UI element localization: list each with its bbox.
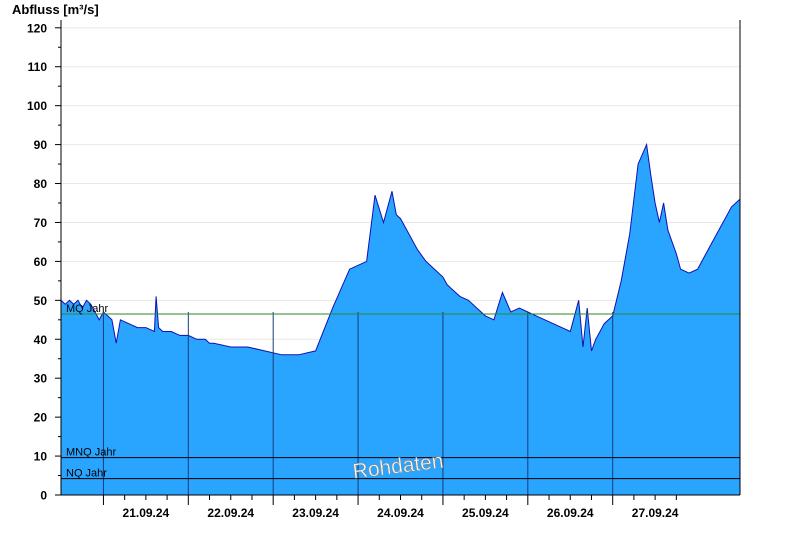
reference-line-label: NQ Jahr (66, 468, 107, 480)
y-tick-label: 50 (34, 294, 48, 308)
y-tick-label: 10 (34, 450, 48, 464)
y-tick-labels: 0 10 20 30 40 50 60 70 80 90 100 110 120 (27, 21, 47, 502)
x-tick-label: 27.09.24 (632, 506, 679, 520)
discharge-line (60, 142, 741, 356)
y-tick-label: 20 (34, 411, 48, 425)
x-tick-label: 23.09.24 (292, 506, 339, 520)
y-tick-label: 80 (34, 177, 48, 191)
y-tick-label: 100 (27, 99, 47, 113)
x-tick-label: 26.09.24 (547, 506, 594, 520)
y-tick-label: 40 (34, 333, 48, 347)
axes (55, 20, 741, 505)
y-tick-label: 110 (28, 60, 48, 74)
x-tick-label: 22.09.24 (207, 506, 254, 520)
x-tick-label: 21.09.24 (123, 506, 170, 520)
discharge-area (61, 144, 740, 495)
x-tick-labels: 21.09.24 22.09.24 23.09.24 24.09.24 25.09.24… (123, 506, 679, 520)
reference-line-label: MNQ Jahr (66, 447, 116, 459)
y-tick-label: 30 (34, 372, 48, 386)
y-axis-label: Abfluss [m³/s] (12, 2, 99, 17)
reference-line-label: MQ Jahr (66, 303, 109, 315)
x-tick-label: 25.09.24 (462, 506, 509, 520)
y-tick-label: 70 (34, 216, 48, 230)
y-tick-label: 0 (40, 489, 47, 503)
y-tick-label: 90 (34, 138, 48, 152)
reference-lines: MQ Jahr MNQ Jahr NQ Jahr (61, 303, 740, 480)
y-tick-label: 60 (34, 255, 48, 269)
x-tick-label: 24.09.24 (377, 506, 424, 520)
y-tick-label: 120 (27, 21, 47, 35)
day-separator-lines (102, 312, 614, 495)
